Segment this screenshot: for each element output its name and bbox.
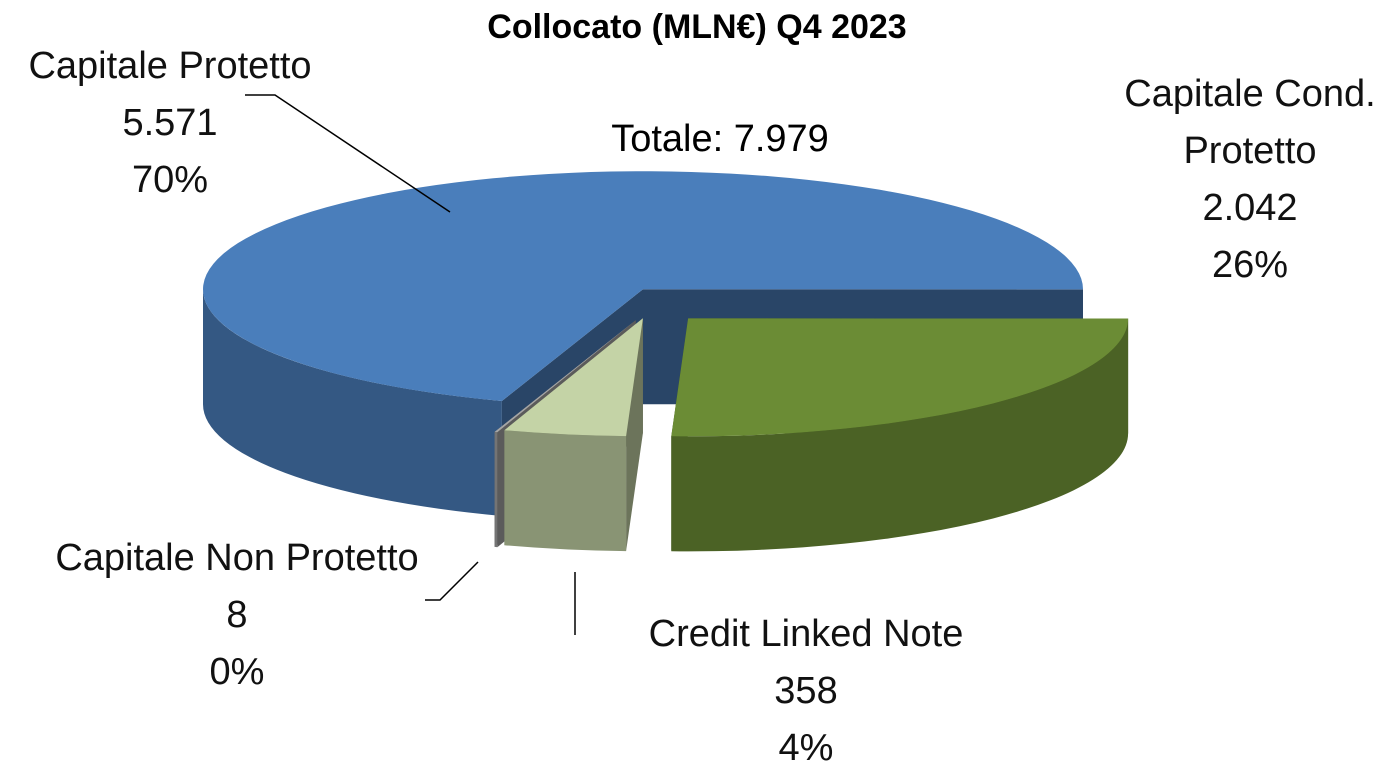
outer-wall <box>202 289 502 516</box>
slice-top <box>494 320 636 433</box>
outer-wall <box>504 430 627 552</box>
leader-line <box>425 561 479 601</box>
slices <box>202 171 1129 552</box>
outer-wall <box>671 318 1129 552</box>
label-value: 358 <box>774 670 838 712</box>
chart-title: Collocato (MLN€) Q4 2023 <box>487 8 907 46</box>
radial-wall <box>626 318 643 552</box>
label-value: 2.042 <box>1202 187 1298 229</box>
pie-slice <box>504 318 643 552</box>
slice-top <box>671 318 1129 437</box>
slice-top <box>203 171 1084 401</box>
data-label: Capitale Protetto 5.571 70% <box>0 38 370 209</box>
leader-line <box>245 94 451 213</box>
data-label: Capitale Cond. Protetto 2.042 26% <box>1100 66 1394 294</box>
label-name: Capitale Protetto <box>28 45 312 87</box>
label-percent: 0% <box>209 651 265 693</box>
label-value: 5.571 <box>122 102 218 144</box>
data-label: Credit Linked Note 358 4% <box>606 606 1006 766</box>
label-value: 8 <box>226 594 248 636</box>
label-percent: 4% <box>778 727 834 766</box>
outer-wall <box>494 431 498 548</box>
total-annotation: Totale: 7.979 <box>611 118 829 160</box>
label-name: Capitale Non Protetto <box>55 537 419 579</box>
label-percent: 26% <box>1211 244 1289 286</box>
leader-lines <box>245 94 576 635</box>
pie-slice <box>671 318 1129 552</box>
data-label: Capitale Non Protetto 8 0% <box>37 530 437 701</box>
label-percent: 70% <box>131 159 209 201</box>
slice-top <box>504 318 643 437</box>
label-name: Credit Linked Note <box>648 613 964 655</box>
label-name: Capitale Cond. Protetto <box>1124 73 1376 172</box>
